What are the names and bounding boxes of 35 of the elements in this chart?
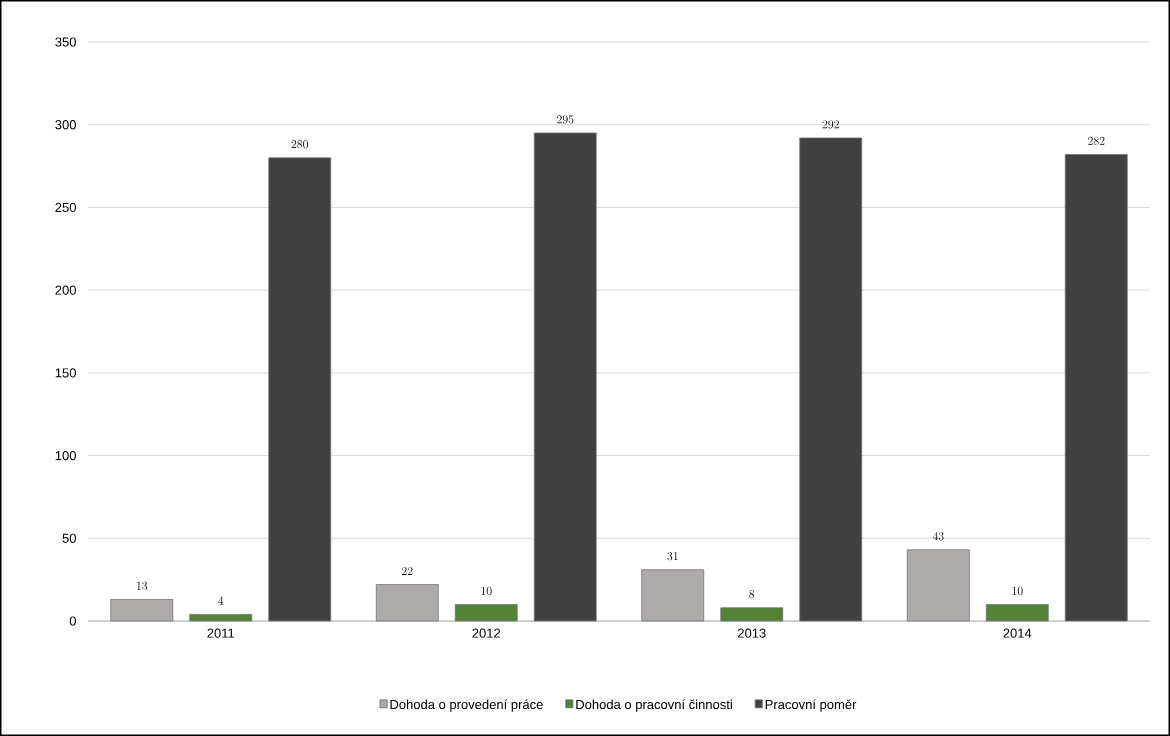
y-tick-label: 150 bbox=[55, 368, 76, 378]
bar bbox=[533, 132, 597, 622]
bar bbox=[985, 604, 1049, 622]
legend-label: Dohoda o provedení práce bbox=[390, 699, 543, 712]
bar bbox=[268, 157, 332, 622]
data-label: 292 bbox=[822, 120, 839, 129]
legend-label: Pracovní poměr bbox=[765, 699, 857, 712]
x-tick-label: 2012 bbox=[472, 628, 501, 638]
data-label: 22 bbox=[401, 566, 413, 575]
x-tick-label: 2014 bbox=[1003, 628, 1032, 638]
data-label: 43 bbox=[932, 532, 944, 541]
x-tick-label: 2013 bbox=[737, 628, 766, 638]
bar bbox=[189, 613, 253, 622]
y-tick-label: 350 bbox=[55, 37, 76, 47]
bar bbox=[454, 604, 518, 622]
bar bbox=[1064, 154, 1128, 622]
data-label: 10 bbox=[1012, 586, 1023, 595]
y-tick-label: 200 bbox=[55, 285, 76, 295]
data-label: 4 bbox=[218, 596, 224, 605]
y-tick-label: 100 bbox=[55, 450, 76, 461]
data-label: 10 bbox=[481, 586, 492, 595]
data-label: 282 bbox=[1088, 136, 1105, 146]
y-tick-label: 300 bbox=[55, 120, 76, 130]
y-tick-label: 50 bbox=[62, 533, 76, 543]
bar bbox=[720, 607, 784, 622]
x-tick-label: 2011 bbox=[207, 628, 235, 638]
data-label: 8 bbox=[749, 590, 755, 599]
y-tick-label: 250 bbox=[55, 202, 76, 213]
data-label: 13 bbox=[136, 581, 148, 591]
data-label: 295 bbox=[557, 115, 574, 124]
legend-label: Dohoda o pracovní činnosti bbox=[576, 699, 732, 712]
bar bbox=[799, 137, 863, 622]
data-label: 280 bbox=[291, 140, 309, 149]
data-label: 31 bbox=[667, 552, 678, 561]
y-tick-label: 0 bbox=[69, 616, 76, 626]
